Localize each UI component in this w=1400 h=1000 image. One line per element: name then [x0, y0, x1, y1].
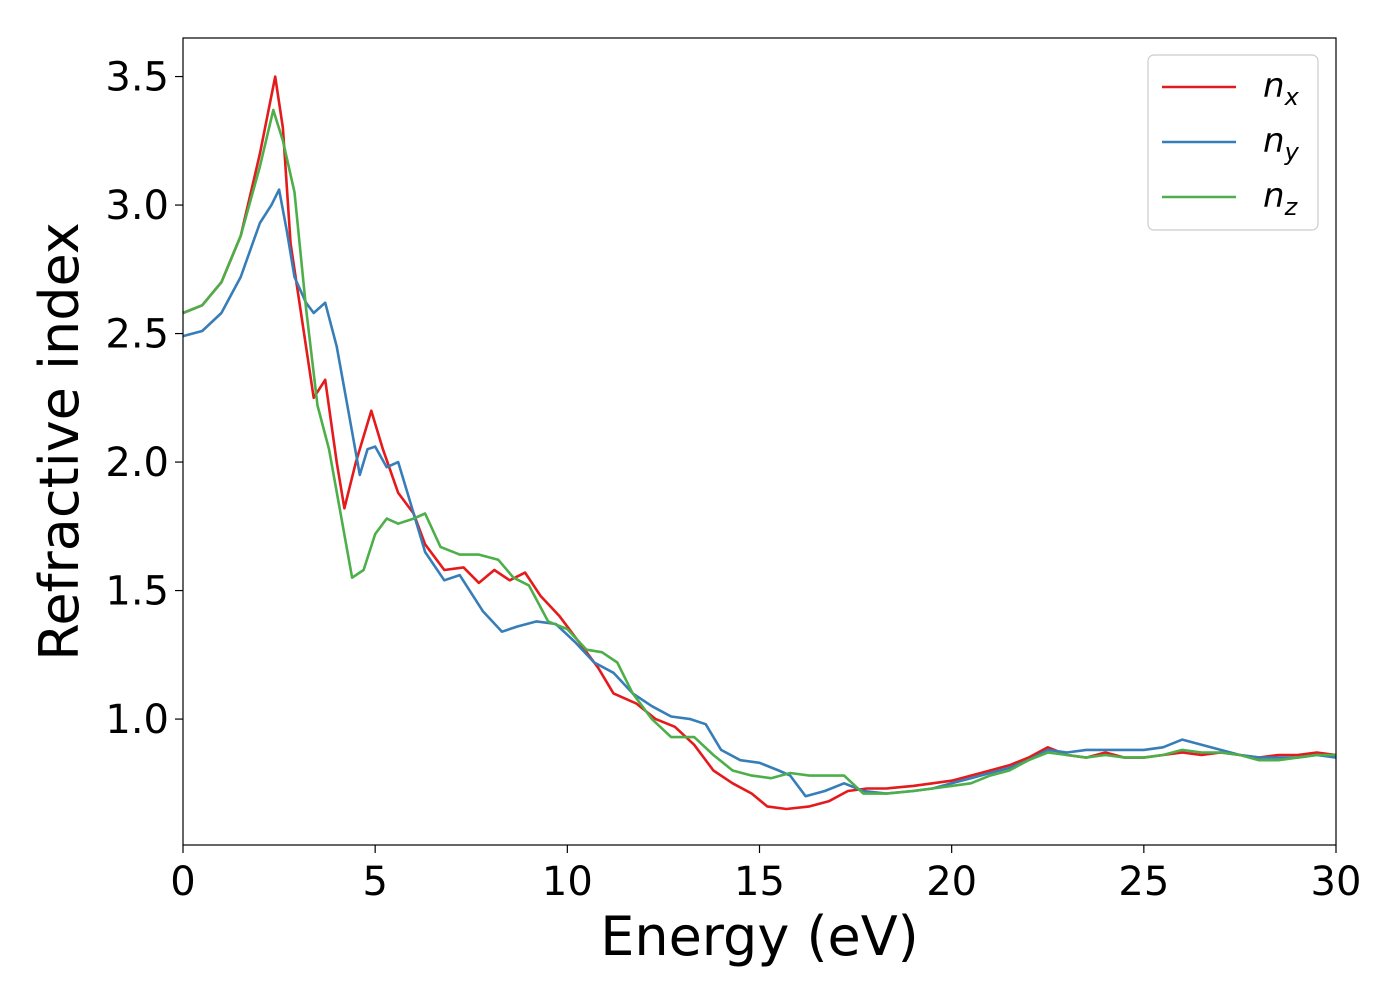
- y-tick-label-2: 2.0: [105, 440, 169, 486]
- ticks-layer: 0 5 10 15 20 25 30 1.0 1.5 2.0 2.5 3.0 3.5: [105, 55, 1361, 905]
- x-tick-label-6: 30: [1311, 859, 1362, 905]
- x-tick-label-3: 15: [734, 859, 785, 905]
- legend-label-x: nx: [1263, 66, 1300, 111]
- y-tick-label-5: 3.5: [105, 55, 169, 101]
- x-tick-label-1: 5: [362, 859, 387, 905]
- x-tick-label-4: 20: [926, 859, 977, 905]
- y-tick-label-3: 2.5: [105, 312, 169, 358]
- y-axis-label: Refractive index: [28, 222, 91, 661]
- x-tick-label-2: 10: [542, 859, 593, 905]
- series-line-y: [182, 188, 1337, 798]
- legend: nx ny nz: [1147, 54, 1319, 231]
- x-tick-label-5: 25: [1118, 859, 1169, 905]
- y-tick-label-0: 1.0: [105, 697, 169, 743]
- series-layer: [182, 75, 1337, 811]
- y-tick-label-4: 3.0: [105, 183, 169, 229]
- legend-label-z: nz: [1263, 176, 1299, 221]
- y-tick-label-1: 1.5: [105, 569, 169, 615]
- legend-label-y: ny: [1263, 121, 1300, 166]
- x-axis-label: Energy (eV): [600, 905, 919, 968]
- series-line-z: [182, 108, 1336, 795]
- x-tick-label-0: 0: [170, 859, 195, 905]
